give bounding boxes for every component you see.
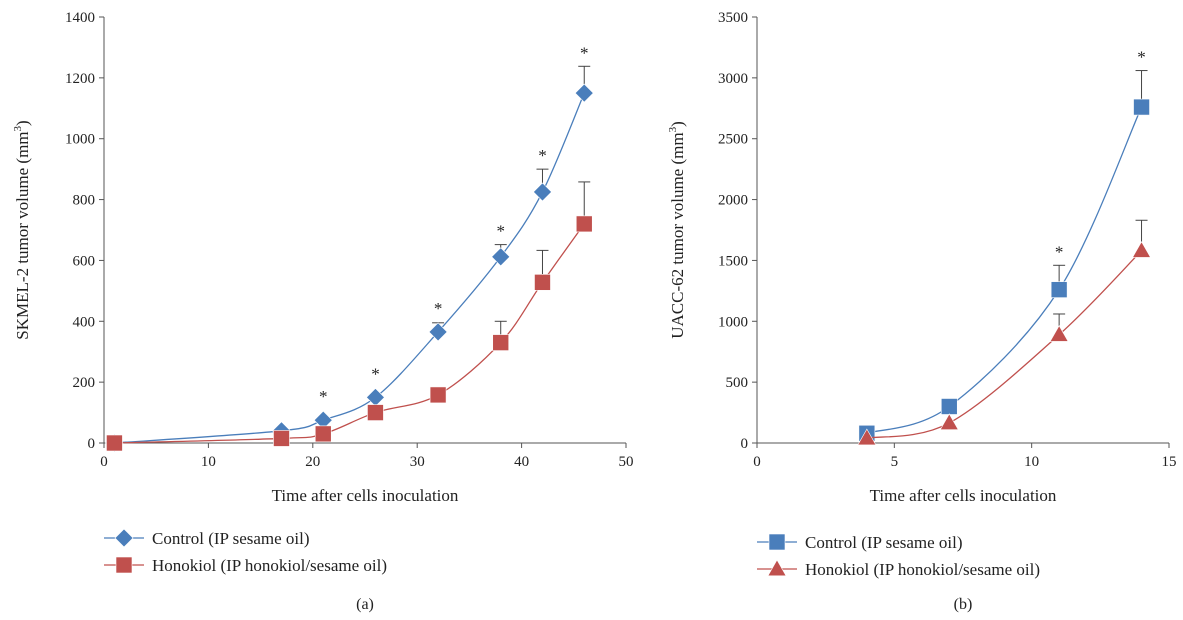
significance-star: *: [1055, 242, 1064, 261]
significance-star: *: [319, 387, 328, 406]
y-tick-label: 1500: [718, 253, 748, 269]
y-tick-label: 1000: [718, 314, 748, 330]
legend-item: Honokiol (IP honokiol/sesame oil): [757, 559, 1040, 579]
legend-swatch-marker: [767, 559, 787, 577]
data-point: [428, 322, 448, 342]
x-tick-label: 0: [753, 454, 761, 470]
y-tick-label: 400: [73, 314, 96, 330]
data-point: [574, 83, 594, 103]
data-point: [1050, 281, 1068, 298]
series-line: [866, 250, 1142, 439]
y-tick-label: 1400: [65, 10, 95, 26]
panel-label: (a): [356, 596, 374, 613]
series-control: **: [858, 48, 1150, 442]
y-tick-label: 0: [88, 436, 96, 452]
legend-item: Control (IP sesame oil): [757, 533, 963, 552]
y-tick-label: 1000: [65, 132, 95, 148]
legend-label: Control (IP sesame oil): [805, 533, 963, 552]
x-tick-label: 10: [201, 454, 216, 470]
data-point: [273, 430, 290, 447]
x-tick-label: 10: [1024, 454, 1039, 470]
series-honokiol: [106, 181, 593, 452]
x-tick-label: 15: [1162, 454, 1177, 470]
legend-label: Control (IP sesame oil): [152, 529, 310, 548]
significance-star: *: [580, 43, 589, 62]
y-tick-label: 500: [726, 375, 749, 391]
y-axis-title-superscript: 3: [12, 125, 24, 131]
series-honokiol: [857, 219, 1152, 446]
y-axis-title-close: ): [13, 120, 32, 126]
data-point: [366, 387, 385, 407]
significance-star: *: [496, 222, 505, 241]
data-point: [1133, 98, 1150, 116]
data-point: [106, 434, 123, 452]
significance-star: *: [1137, 48, 1146, 67]
y-axis-title: SKMEL-2 tumor volume (mm3): [12, 120, 32, 339]
legend-swatch-marker: [114, 528, 134, 548]
y-tick-label: 2500: [718, 132, 748, 148]
y-tick-label: 1200: [65, 71, 95, 87]
x-tick-label: 30: [410, 454, 425, 470]
data-point: [1049, 325, 1069, 342]
data-point: [1132, 241, 1152, 258]
data-point: [575, 215, 593, 233]
y-axis-title-main: SKMEL-2 tumor volume (mm: [13, 131, 32, 339]
x-axis-title: Time after cells inoculation: [870, 486, 1057, 505]
chart-panel-b: 0 500 1000 1500 2000 2500 3000 3500 0 5 10 15 Time a…: [667, 10, 1177, 613]
panel-label: (b): [954, 596, 973, 613]
data-point: [429, 386, 447, 404]
legend-item: Honokiol (IP honokiol/sesame oil): [104, 556, 387, 575]
chart-panel-a: 0 200 400 600 800 1000 1200 1400 0 10 20 30 40 50 Time…: [12, 10, 634, 613]
data-point: [491, 247, 511, 267]
data-point: [940, 398, 958, 415]
legend-label: Honokiol (IP honokiol/sesame oil): [152, 556, 387, 575]
series-line: [866, 106, 1143, 434]
legend-swatch-marker: [768, 533, 786, 551]
y-axis-title-close: ): [668, 121, 687, 127]
y-tick-label: 200: [73, 375, 96, 391]
legend-item: Control (IP sesame oil): [104, 528, 310, 548]
legend-label: Honokiol (IP honokiol/sesame oil): [805, 560, 1040, 579]
significance-star: *: [371, 364, 380, 383]
x-tick-label: 20: [305, 454, 320, 470]
data-point: [857, 428, 877, 446]
y-tick-label: 800: [73, 193, 96, 209]
legend-swatch-marker: [115, 556, 133, 574]
data-point: [534, 274, 551, 291]
x-tick-label: 40: [514, 454, 529, 470]
y-tick-label: 0: [741, 436, 749, 452]
y-tick-label: 600: [73, 253, 96, 269]
y-axis-title: UACC-62 tumor volume (mm3): [667, 121, 687, 339]
data-point: [314, 425, 332, 443]
y-tick-label: 3500: [718, 10, 748, 26]
data-point: [492, 334, 510, 351]
y-tick-label: 3000: [718, 71, 748, 87]
data-point: [367, 404, 384, 421]
x-tick-label: 0: [100, 454, 108, 470]
y-axis-title-main: UACC-62 tumor volume (mm: [668, 132, 687, 338]
series-control: * * * * * *: [105, 43, 594, 453]
data-point: [939, 413, 959, 430]
y-axis-title-superscript: 3: [667, 126, 679, 132]
significance-star: *: [434, 299, 443, 318]
significance-star: *: [538, 146, 547, 165]
x-tick-label: 50: [619, 454, 634, 470]
series-line: [114, 223, 585, 444]
data-point: [533, 182, 552, 202]
y-tick-label: 2000: [718, 193, 748, 209]
x-axis-title: Time after cells inoculation: [272, 486, 459, 505]
series-line: [114, 92, 585, 444]
x-tick-label: 5: [891, 454, 899, 470]
